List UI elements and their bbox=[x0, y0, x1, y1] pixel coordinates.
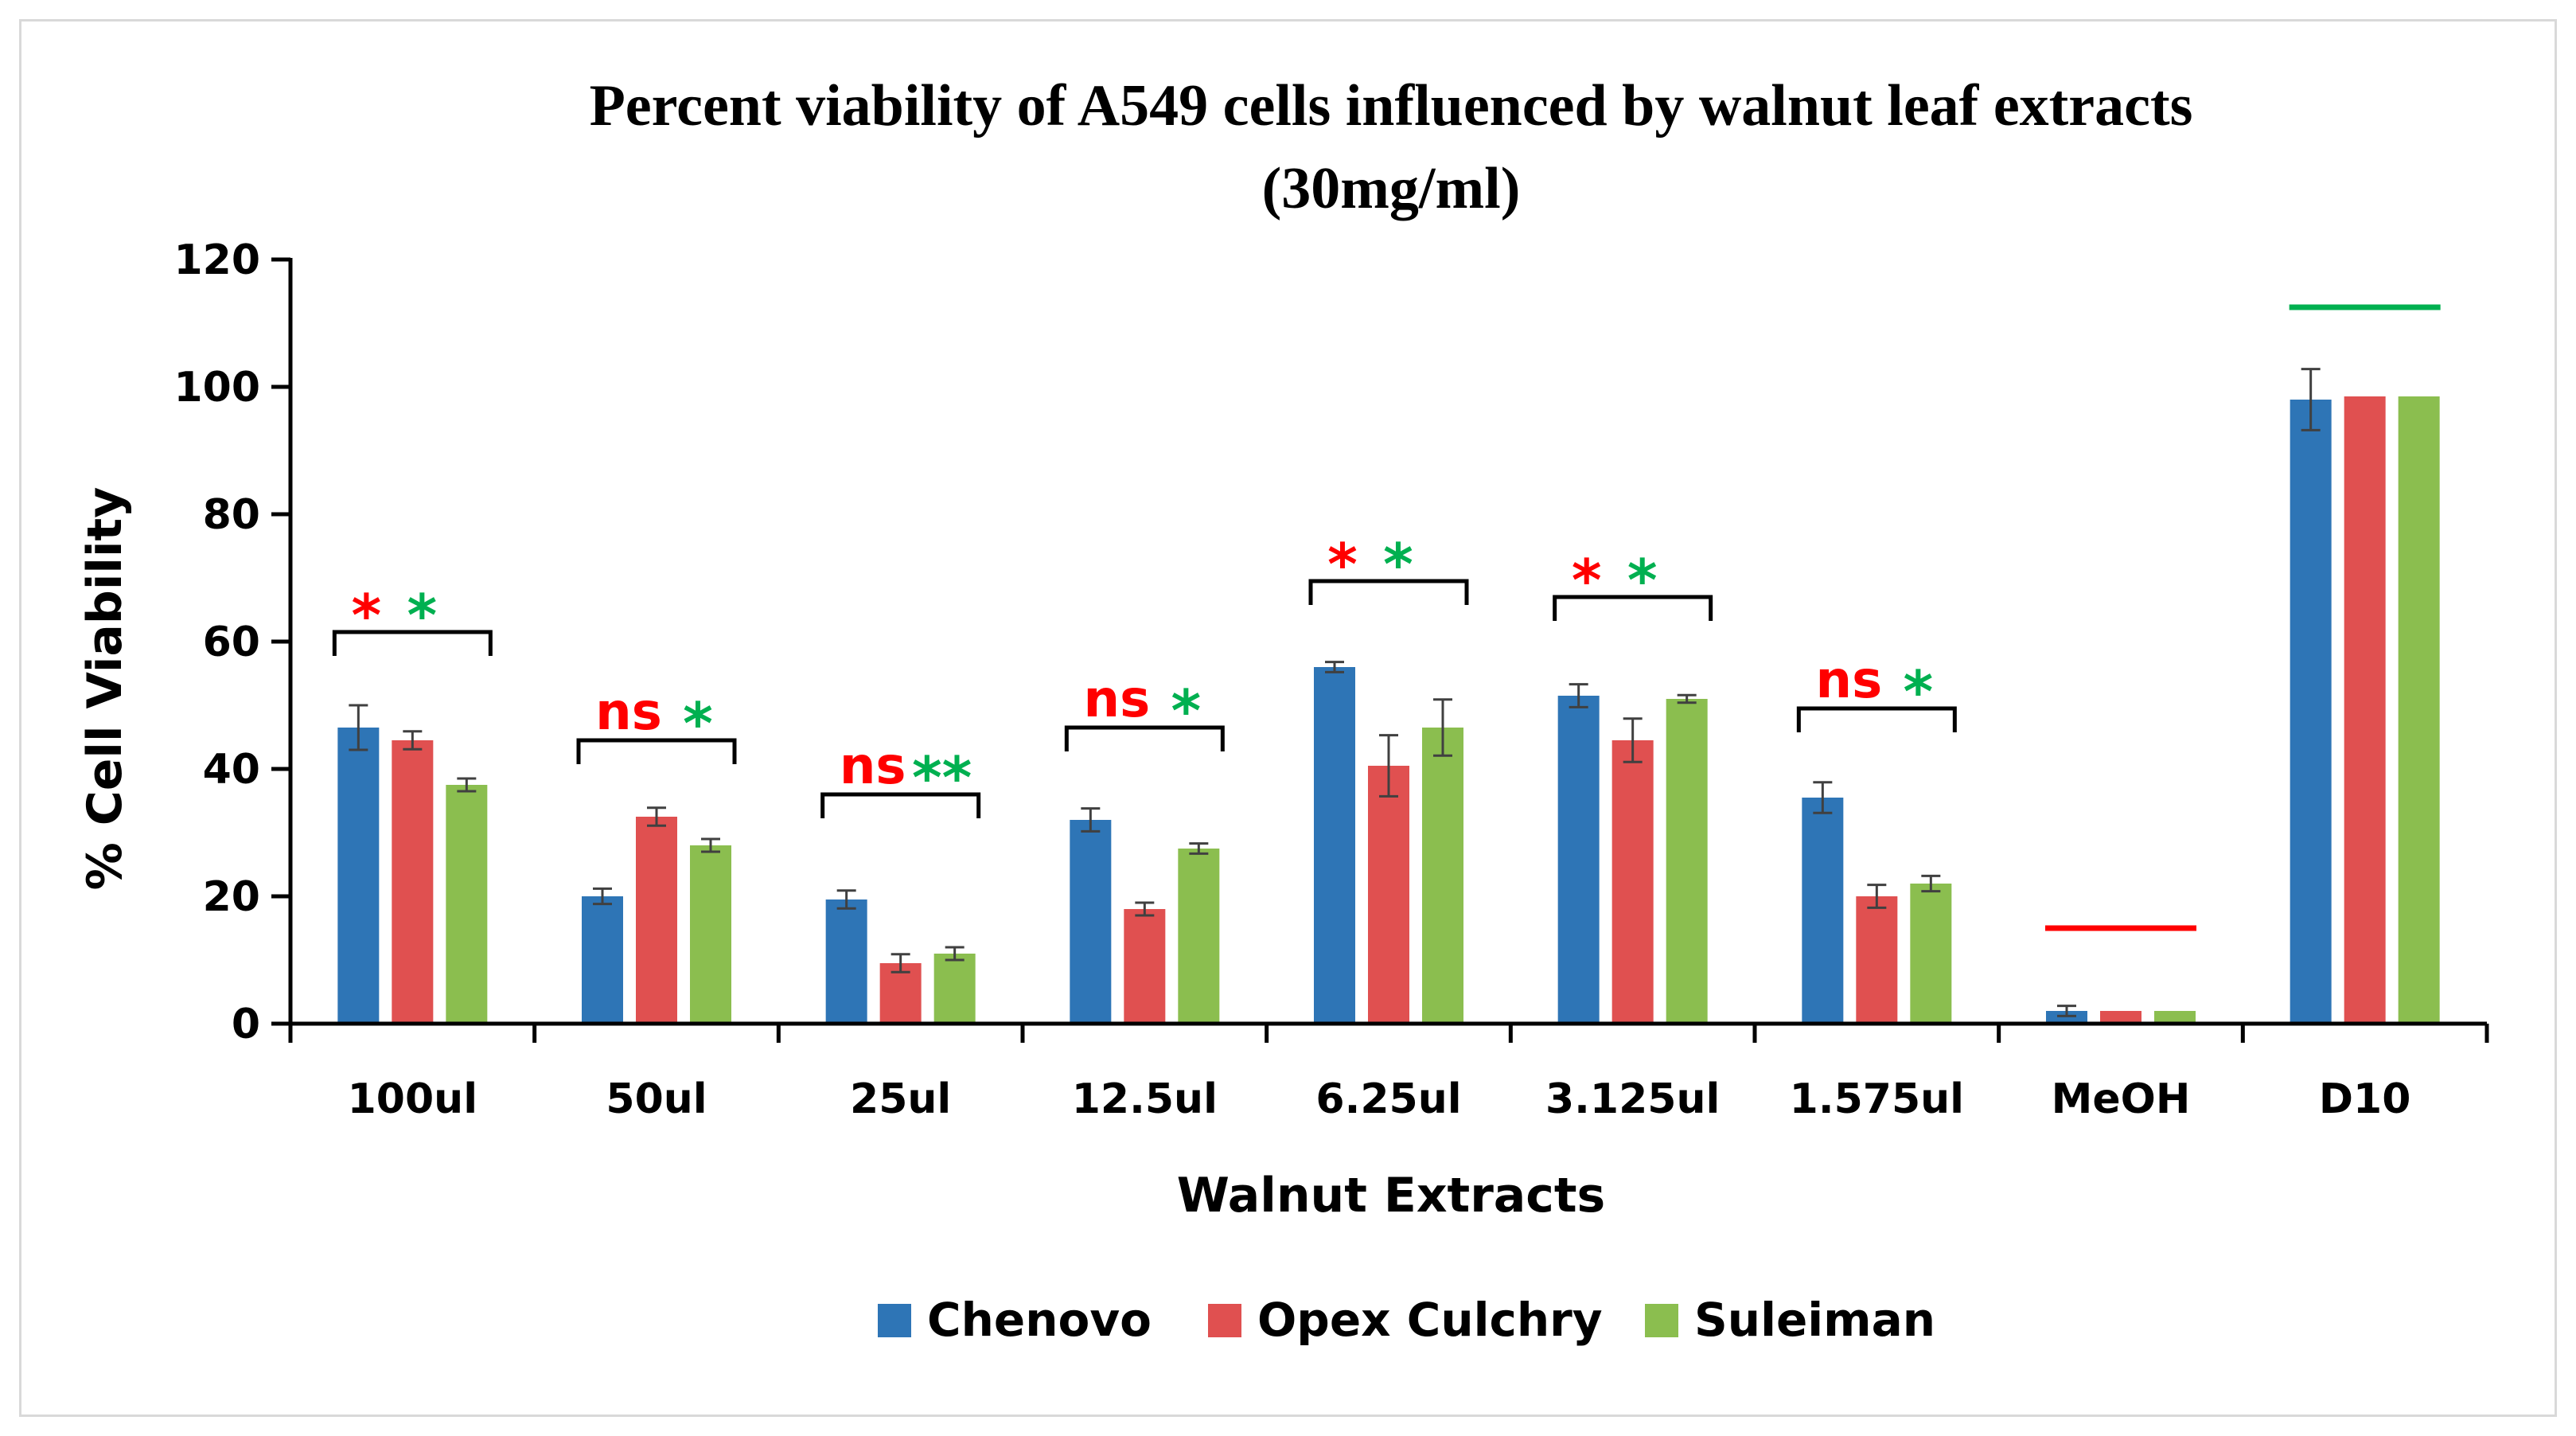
bar-6.25ul-opex-culchry bbox=[1368, 766, 1409, 1024]
legend-swatch-chenovo bbox=[878, 1304, 911, 1337]
significance-label-red: * bbox=[1572, 547, 1602, 614]
chart-title-line1: Percent viability of A549 cells influenc… bbox=[590, 73, 2193, 139]
significance-label-green: * bbox=[407, 582, 438, 649]
significance-label-red: ns bbox=[1084, 670, 1151, 729]
legend-swatch-suleiman bbox=[1645, 1304, 1678, 1337]
significance-label-green: * bbox=[683, 690, 713, 757]
significance-bracket bbox=[1308, 579, 1469, 605]
y-tick-label: 120 bbox=[173, 236, 260, 284]
bar-D10-opex-culchry bbox=[2344, 396, 2386, 1024]
bar-12.5ul-chenovo bbox=[1070, 820, 1112, 1024]
chart-frame bbox=[19, 19, 2557, 1417]
bar-100ul-chenovo bbox=[337, 728, 380, 1024]
bar-100ul-opex-culchry bbox=[392, 740, 434, 1024]
x-tick-label: MeOH bbox=[2052, 1075, 2191, 1123]
significance-label-green: * bbox=[1383, 531, 1413, 598]
bar-12.5ul-suleiman bbox=[1178, 849, 1220, 1024]
x-axis-title: Walnut Extracts bbox=[1177, 1168, 1606, 1223]
bar-MeOH-opex-culchry bbox=[2100, 1011, 2141, 1024]
significance-label-green: ** bbox=[912, 744, 972, 811]
y-tick-label: 100 bbox=[173, 364, 260, 412]
y-tick-label: 80 bbox=[203, 491, 260, 539]
bar-100ul-suleiman bbox=[446, 785, 488, 1024]
significance-label-red: * bbox=[352, 582, 382, 649]
bar-MeOH-suleiman bbox=[2154, 1011, 2196, 1024]
y-tick-label: 20 bbox=[203, 873, 260, 921]
significance-bracket bbox=[820, 792, 981, 818]
x-tick-label: 12.5ul bbox=[1072, 1075, 1218, 1123]
y-axis-title: % Cell Viability bbox=[77, 487, 133, 891]
chart-title-line2: (30mg/ml) bbox=[1262, 156, 1521, 221]
bar-D10-chenovo bbox=[2290, 400, 2332, 1024]
bar-D10-suleiman bbox=[2398, 396, 2440, 1024]
bar-MeOH-chenovo bbox=[2046, 1011, 2087, 1024]
significance-label-red: * bbox=[1327, 531, 1358, 598]
bar-50ul-opex-culchry bbox=[636, 817, 677, 1024]
x-tick-label: 3.125ul bbox=[1545, 1075, 1720, 1123]
significance-annotations: * *ns *ns **ns ** * * *ns * bbox=[332, 304, 2441, 931]
legend: Chenovo Opex Culchry Suleiman bbox=[878, 1293, 1935, 1347]
bar-3.125ul-suleiman bbox=[1666, 699, 1708, 1024]
significance-bracket bbox=[1064, 725, 1225, 751]
bar-25ul-suleiman bbox=[933, 954, 976, 1024]
bar-50ul-suleiman bbox=[690, 845, 731, 1024]
bar-1.575ul-opex-culchry bbox=[1856, 896, 1898, 1024]
significance-label-red: ns bbox=[1816, 651, 1883, 710]
legend-label-opex-culchry: Opex Culchry bbox=[1257, 1293, 1603, 1347]
bar-12.5ul-opex-culchry bbox=[1124, 909, 1166, 1024]
bar-3.125ul-opex-culchry bbox=[1611, 740, 1654, 1024]
bar-3.125ul-chenovo bbox=[1557, 696, 1600, 1024]
x-tick-label: 100ul bbox=[348, 1075, 477, 1123]
legend-label-suleiman: Suleiman bbox=[1694, 1293, 1935, 1347]
bar-1.575ul-suleiman bbox=[1910, 884, 1952, 1024]
significance-bracket bbox=[1796, 706, 1957, 732]
significance-label-green: * bbox=[1627, 547, 1658, 614]
significance-label-red: ns bbox=[840, 737, 906, 796]
significance-bracket bbox=[332, 630, 493, 656]
y-tick-label: 60 bbox=[203, 618, 260, 666]
legend-swatch-opex-culchry bbox=[1208, 1304, 1241, 1337]
significance-label-green: * bbox=[1904, 658, 1934, 725]
bar-50ul-chenovo bbox=[582, 896, 623, 1024]
x-tick-label: 6.25ul bbox=[1315, 1075, 1461, 1123]
bar-1.575ul-chenovo bbox=[1802, 798, 1844, 1024]
x-tick-label: 25ul bbox=[850, 1075, 951, 1123]
significance-bracket bbox=[1553, 595, 1713, 621]
error-bars-group bbox=[349, 368, 2321, 1017]
y-tick-label: 0 bbox=[232, 1001, 260, 1048]
x-tick-label: D10 bbox=[2319, 1075, 2411, 1123]
significance-label-green: * bbox=[1171, 677, 1202, 744]
bar-6.25ul-suleiman bbox=[1422, 728, 1463, 1024]
y-tick-label: 40 bbox=[203, 746, 260, 794]
significance-label-red: ns bbox=[595, 683, 662, 742]
significance-bracket bbox=[576, 738, 737, 764]
x-tick-label: 50ul bbox=[606, 1075, 707, 1123]
bar-25ul-chenovo bbox=[825, 899, 867, 1024]
bar-6.25ul-chenovo bbox=[1314, 667, 1355, 1024]
x-tick-label: 1.575ul bbox=[1790, 1075, 1964, 1123]
bars-group bbox=[337, 396, 2440, 1024]
axes-group: 0 20 40 60 80 100 120 100ul 50ul 25ul 12.5ul 6.25ul… bbox=[173, 236, 2489, 1123]
legend-label-chenovo: Chenovo bbox=[927, 1293, 1152, 1347]
